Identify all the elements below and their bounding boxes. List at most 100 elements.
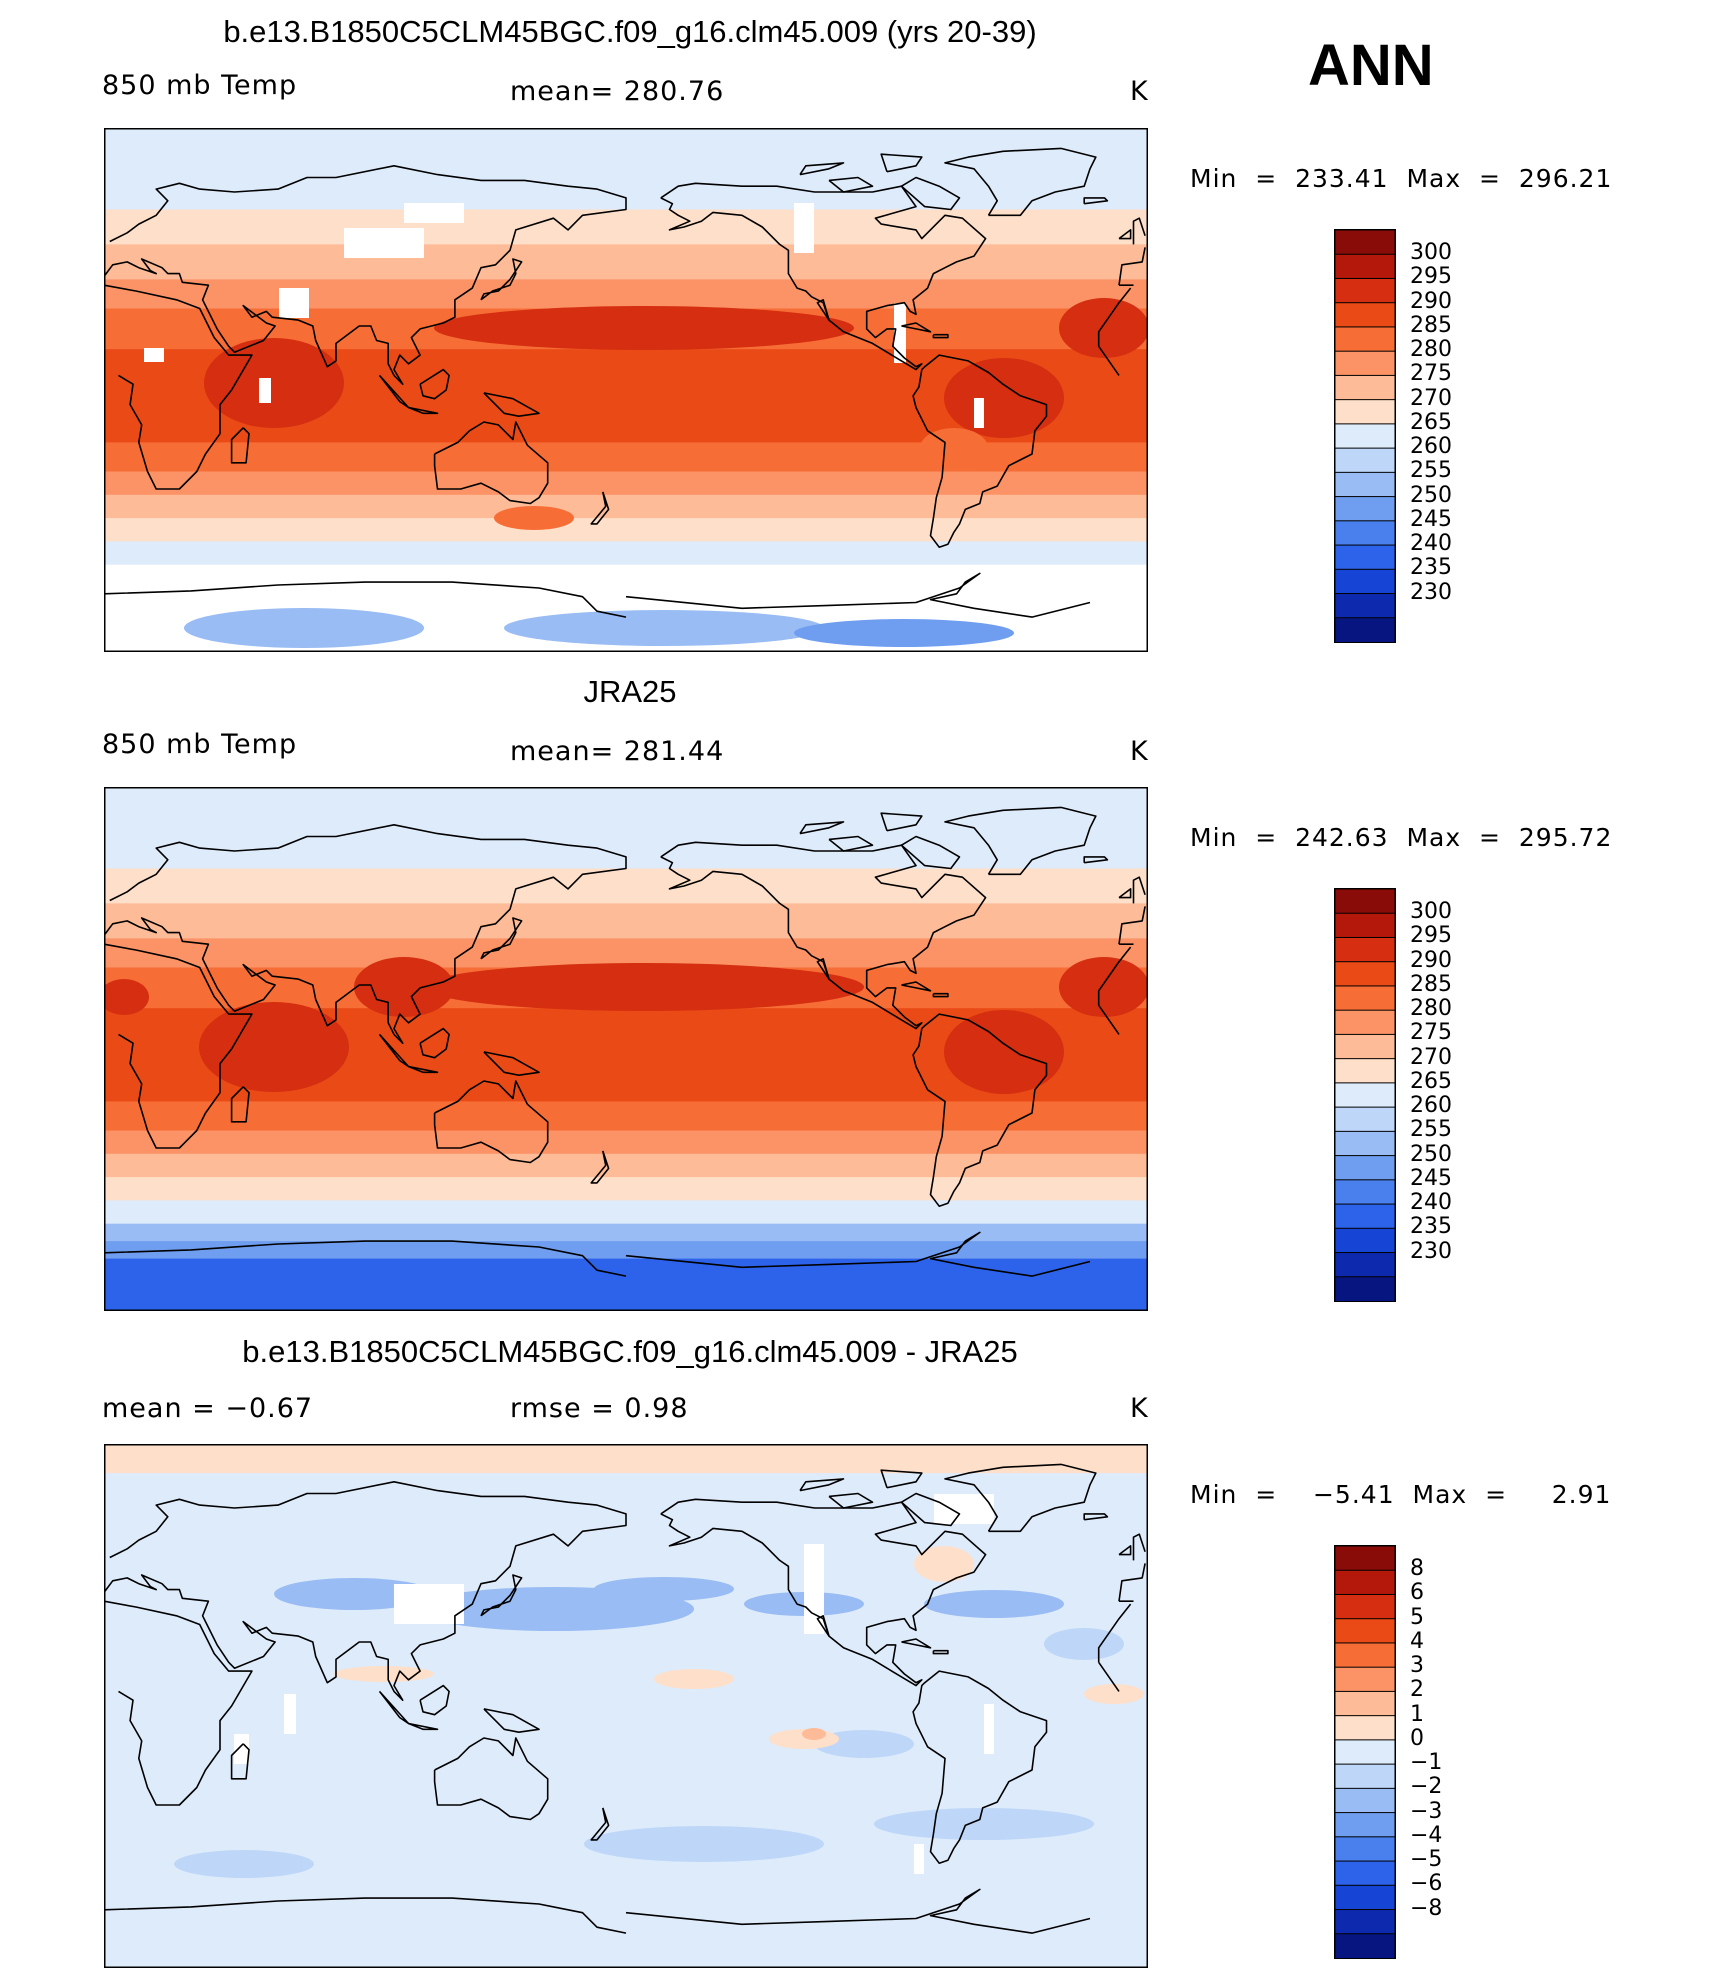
field-contour-band xyxy=(104,442,1148,472)
map-frame xyxy=(104,128,1148,652)
colorbar-tick-label: 245 xyxy=(1410,1165,1452,1191)
field-contour-region xyxy=(494,506,574,530)
field-contour-region xyxy=(920,428,988,468)
colorbar-swatch xyxy=(1335,1909,1395,1935)
colorbar-swatch xyxy=(1335,423,1395,450)
colorbar-tick-label: 1 xyxy=(1410,1701,1424,1727)
coastline xyxy=(433,1737,549,1821)
colorbar-tick-label: 230 xyxy=(1410,579,1452,605)
colorbar-swatch xyxy=(1335,1155,1395,1181)
colorbar-tick-label: −5 xyxy=(1410,1847,1443,1873)
colorbar-swatch xyxy=(1335,520,1395,547)
coastline xyxy=(799,162,845,176)
missing-data-region xyxy=(894,303,906,363)
colorbar-swatch xyxy=(1335,889,1395,915)
field-contour-band xyxy=(104,244,1148,280)
colorbar-swatch xyxy=(1335,1179,1395,1206)
colorbar-swatch xyxy=(1335,1763,1395,1790)
coastline xyxy=(104,1600,1132,1806)
field-contour-region xyxy=(104,979,149,1015)
panel-3-units: K xyxy=(1130,1393,1149,1424)
colorbar-swatch xyxy=(1335,544,1395,571)
panel-1-mean-label: mean= 280.76 xyxy=(510,76,725,107)
coastline xyxy=(799,821,845,835)
colorbar-swatch xyxy=(1335,1933,1395,1958)
coastline xyxy=(104,572,1091,618)
panel-1-colorbar xyxy=(1334,229,1396,643)
coastline xyxy=(419,1027,450,1059)
colorbar-swatch xyxy=(1335,961,1395,987)
coastline xyxy=(901,1638,932,1649)
panel-3-map-plot xyxy=(104,1444,1148,1968)
colorbar-swatch xyxy=(1335,1739,1395,1766)
colorbar-swatch xyxy=(1335,1106,1395,1133)
colorbar-tick-label: 6 xyxy=(1410,1580,1424,1606)
map-frame xyxy=(104,787,1148,1311)
coastline xyxy=(799,1478,845,1492)
panel-2-minmax: Min = 242.63 Max = 295.72 xyxy=(1190,823,1613,852)
colorbar-swatch xyxy=(1335,1642,1395,1669)
colorbar-swatch xyxy=(1335,1227,1395,1254)
coastline xyxy=(880,1469,923,1489)
field-contour-band xyxy=(104,1177,1148,1201)
field-contour-band xyxy=(104,1101,1148,1131)
coastline xyxy=(828,176,874,193)
coastline xyxy=(1132,1533,1146,1561)
colorbar-tick-label: 280 xyxy=(1410,337,1452,363)
panel-3-colorbar xyxy=(1334,1545,1396,1959)
coastline xyxy=(408,1722,439,1731)
coastline xyxy=(480,258,523,301)
field-contour-band xyxy=(104,541,1148,566)
coastline xyxy=(1083,197,1109,205)
panel-1-map xyxy=(104,128,1148,652)
colorbar-swatch xyxy=(1335,1033,1395,1060)
missing-data-region xyxy=(234,1734,249,1764)
colorbar-swatch xyxy=(1335,568,1395,595)
colorbar-tick-label: 285 xyxy=(1410,971,1452,997)
field-contour-band xyxy=(104,1241,1148,1260)
colorbar-tick-label: −6 xyxy=(1410,1871,1443,1897)
coastline xyxy=(816,1615,830,1637)
panel-2-title: JRA25 xyxy=(583,674,677,709)
coastline xyxy=(932,1649,949,1655)
field-contour-region xyxy=(204,338,344,428)
season-label: ANN xyxy=(1308,33,1434,98)
colorbar-tick-label: 270 xyxy=(1410,385,1452,411)
colorbar-swatch xyxy=(1335,1618,1395,1644)
field-contour-region xyxy=(504,610,824,646)
colorbar-tick-label: 285 xyxy=(1410,312,1452,338)
panel-1-minmax: Min = 233.41 Max = 296.21 xyxy=(1190,164,1613,193)
colorbar-tick-label: 255 xyxy=(1410,1117,1452,1143)
coastline xyxy=(880,812,923,832)
coastline xyxy=(480,1574,523,1617)
field-contour-region xyxy=(354,957,454,1017)
panel-1-colorbar-swatches xyxy=(1335,230,1395,642)
colorbar-swatch xyxy=(1335,350,1395,377)
field-contour-band xyxy=(104,787,1148,829)
field-contour-band xyxy=(104,1200,1148,1225)
colorbar-swatch xyxy=(1335,1884,1395,1911)
missing-data-region xyxy=(259,378,271,403)
colorbar-swatch xyxy=(1335,326,1395,353)
field-contour-region xyxy=(424,963,864,1011)
colorbar-tick-label: 240 xyxy=(1410,531,1452,557)
colorbar-swatch xyxy=(1335,374,1395,401)
missing-data-region xyxy=(394,1584,464,1624)
field-contour-band xyxy=(104,279,1148,309)
colorbar-swatch xyxy=(1335,985,1395,1012)
colorbar-tick-label: 280 xyxy=(1410,996,1452,1022)
panel-2-mean-label: mean= 281.44 xyxy=(510,736,725,767)
field-contour-region xyxy=(924,1590,1064,1618)
field-contour-band xyxy=(104,1473,1148,1968)
coastline xyxy=(419,1684,450,1716)
coastline xyxy=(816,958,830,980)
colorbar-tick-label: 265 xyxy=(1410,1068,1452,1094)
field-contour-region xyxy=(654,1669,734,1689)
field-contour-region xyxy=(1044,1628,1124,1660)
coastline xyxy=(932,333,949,339)
colorbar-tick-label: 0 xyxy=(1410,1725,1424,1751)
colorbar-swatch xyxy=(1335,1009,1395,1036)
field-contour-band xyxy=(104,518,1148,542)
colorbar-tick-label: 8 xyxy=(1410,1556,1424,1582)
coastline xyxy=(1118,229,1132,240)
